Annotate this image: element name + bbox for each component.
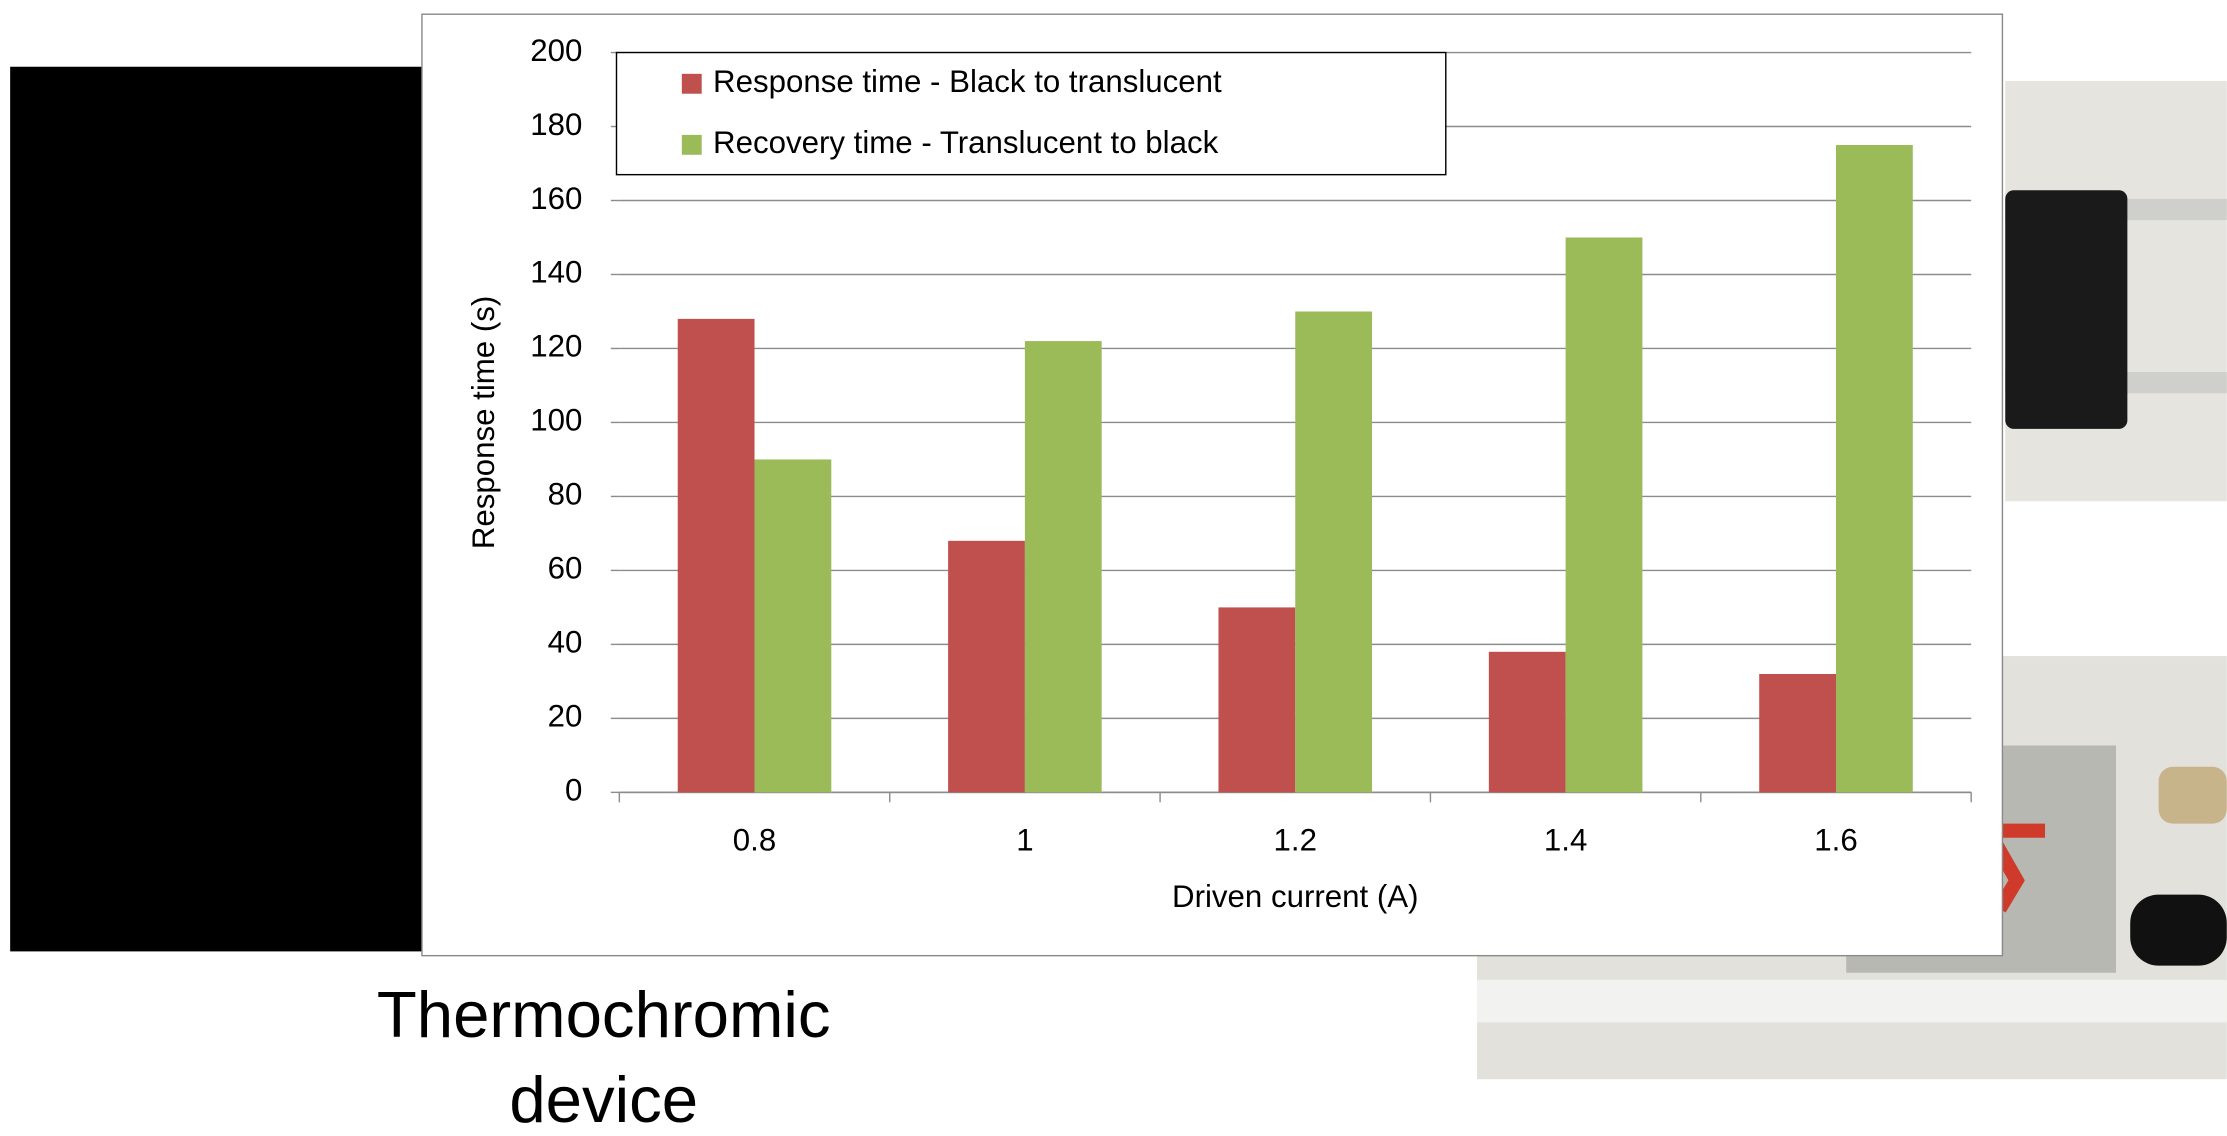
y-tick-label: 80 — [548, 477, 583, 512]
legend-label: Response time - Black to translucent — [713, 64, 1222, 99]
bar — [948, 541, 1025, 793]
y-tick-label: 40 — [548, 625, 583, 660]
page: {"chart_data": {"type": "bar", "categori… — [0, 0, 2227, 1136]
y-tick-label: 180 — [530, 107, 582, 142]
x-tick-label: 1.2 — [1274, 822, 1317, 857]
bar — [678, 319, 755, 792]
y-tick-label: 100 — [530, 403, 582, 438]
y-tick-label: 140 — [530, 255, 582, 290]
y-tick-label: 160 — [530, 181, 582, 216]
caption: device — [509, 1063, 698, 1136]
bar — [1025, 341, 1102, 792]
y-tick-label: 0 — [565, 773, 582, 808]
x-tick-label: 1.4 — [1544, 822, 1587, 857]
bar — [755, 459, 832, 792]
y-tick-label: 200 — [530, 33, 582, 68]
bar — [1566, 237, 1643, 792]
caption: Thermochromic — [377, 978, 831, 1051]
x-tick-label: 0.8 — [733, 822, 776, 857]
y-tick-label: 120 — [530, 329, 582, 364]
y-tick-label: 20 — [548, 699, 583, 734]
x-axis-title: Driven current (A) — [1172, 879, 1418, 914]
photo-clip — [2130, 895, 2227, 966]
legend-swatch — [682, 135, 702, 155]
bar — [1836, 145, 1913, 792]
photo-strip — [1477, 980, 2227, 1023]
x-tick-label: 1 — [1016, 822, 1033, 857]
x-tick-label: 1.6 — [1814, 822, 1857, 857]
slide: 0 20 40 60 80 100 120 140 160 180 200 0.8 1 1.2 1.4 1.6… — [0, 0, 2227, 1136]
bar — [1759, 674, 1836, 792]
legend-swatch — [682, 74, 702, 94]
black-panel — [10, 67, 425, 952]
y-tick-label: 60 — [548, 551, 583, 586]
photo-device — [2005, 190, 2127, 429]
bar — [1218, 607, 1295, 792]
photo-clip — [2159, 767, 2227, 824]
y-axis-title: Response time (s) — [466, 296, 501, 549]
photo-top — [2005, 81, 2227, 501]
bar — [1489, 652, 1566, 793]
bar — [1295, 311, 1372, 792]
legend-label: Recovery time - Translucent to black — [713, 125, 1219, 160]
